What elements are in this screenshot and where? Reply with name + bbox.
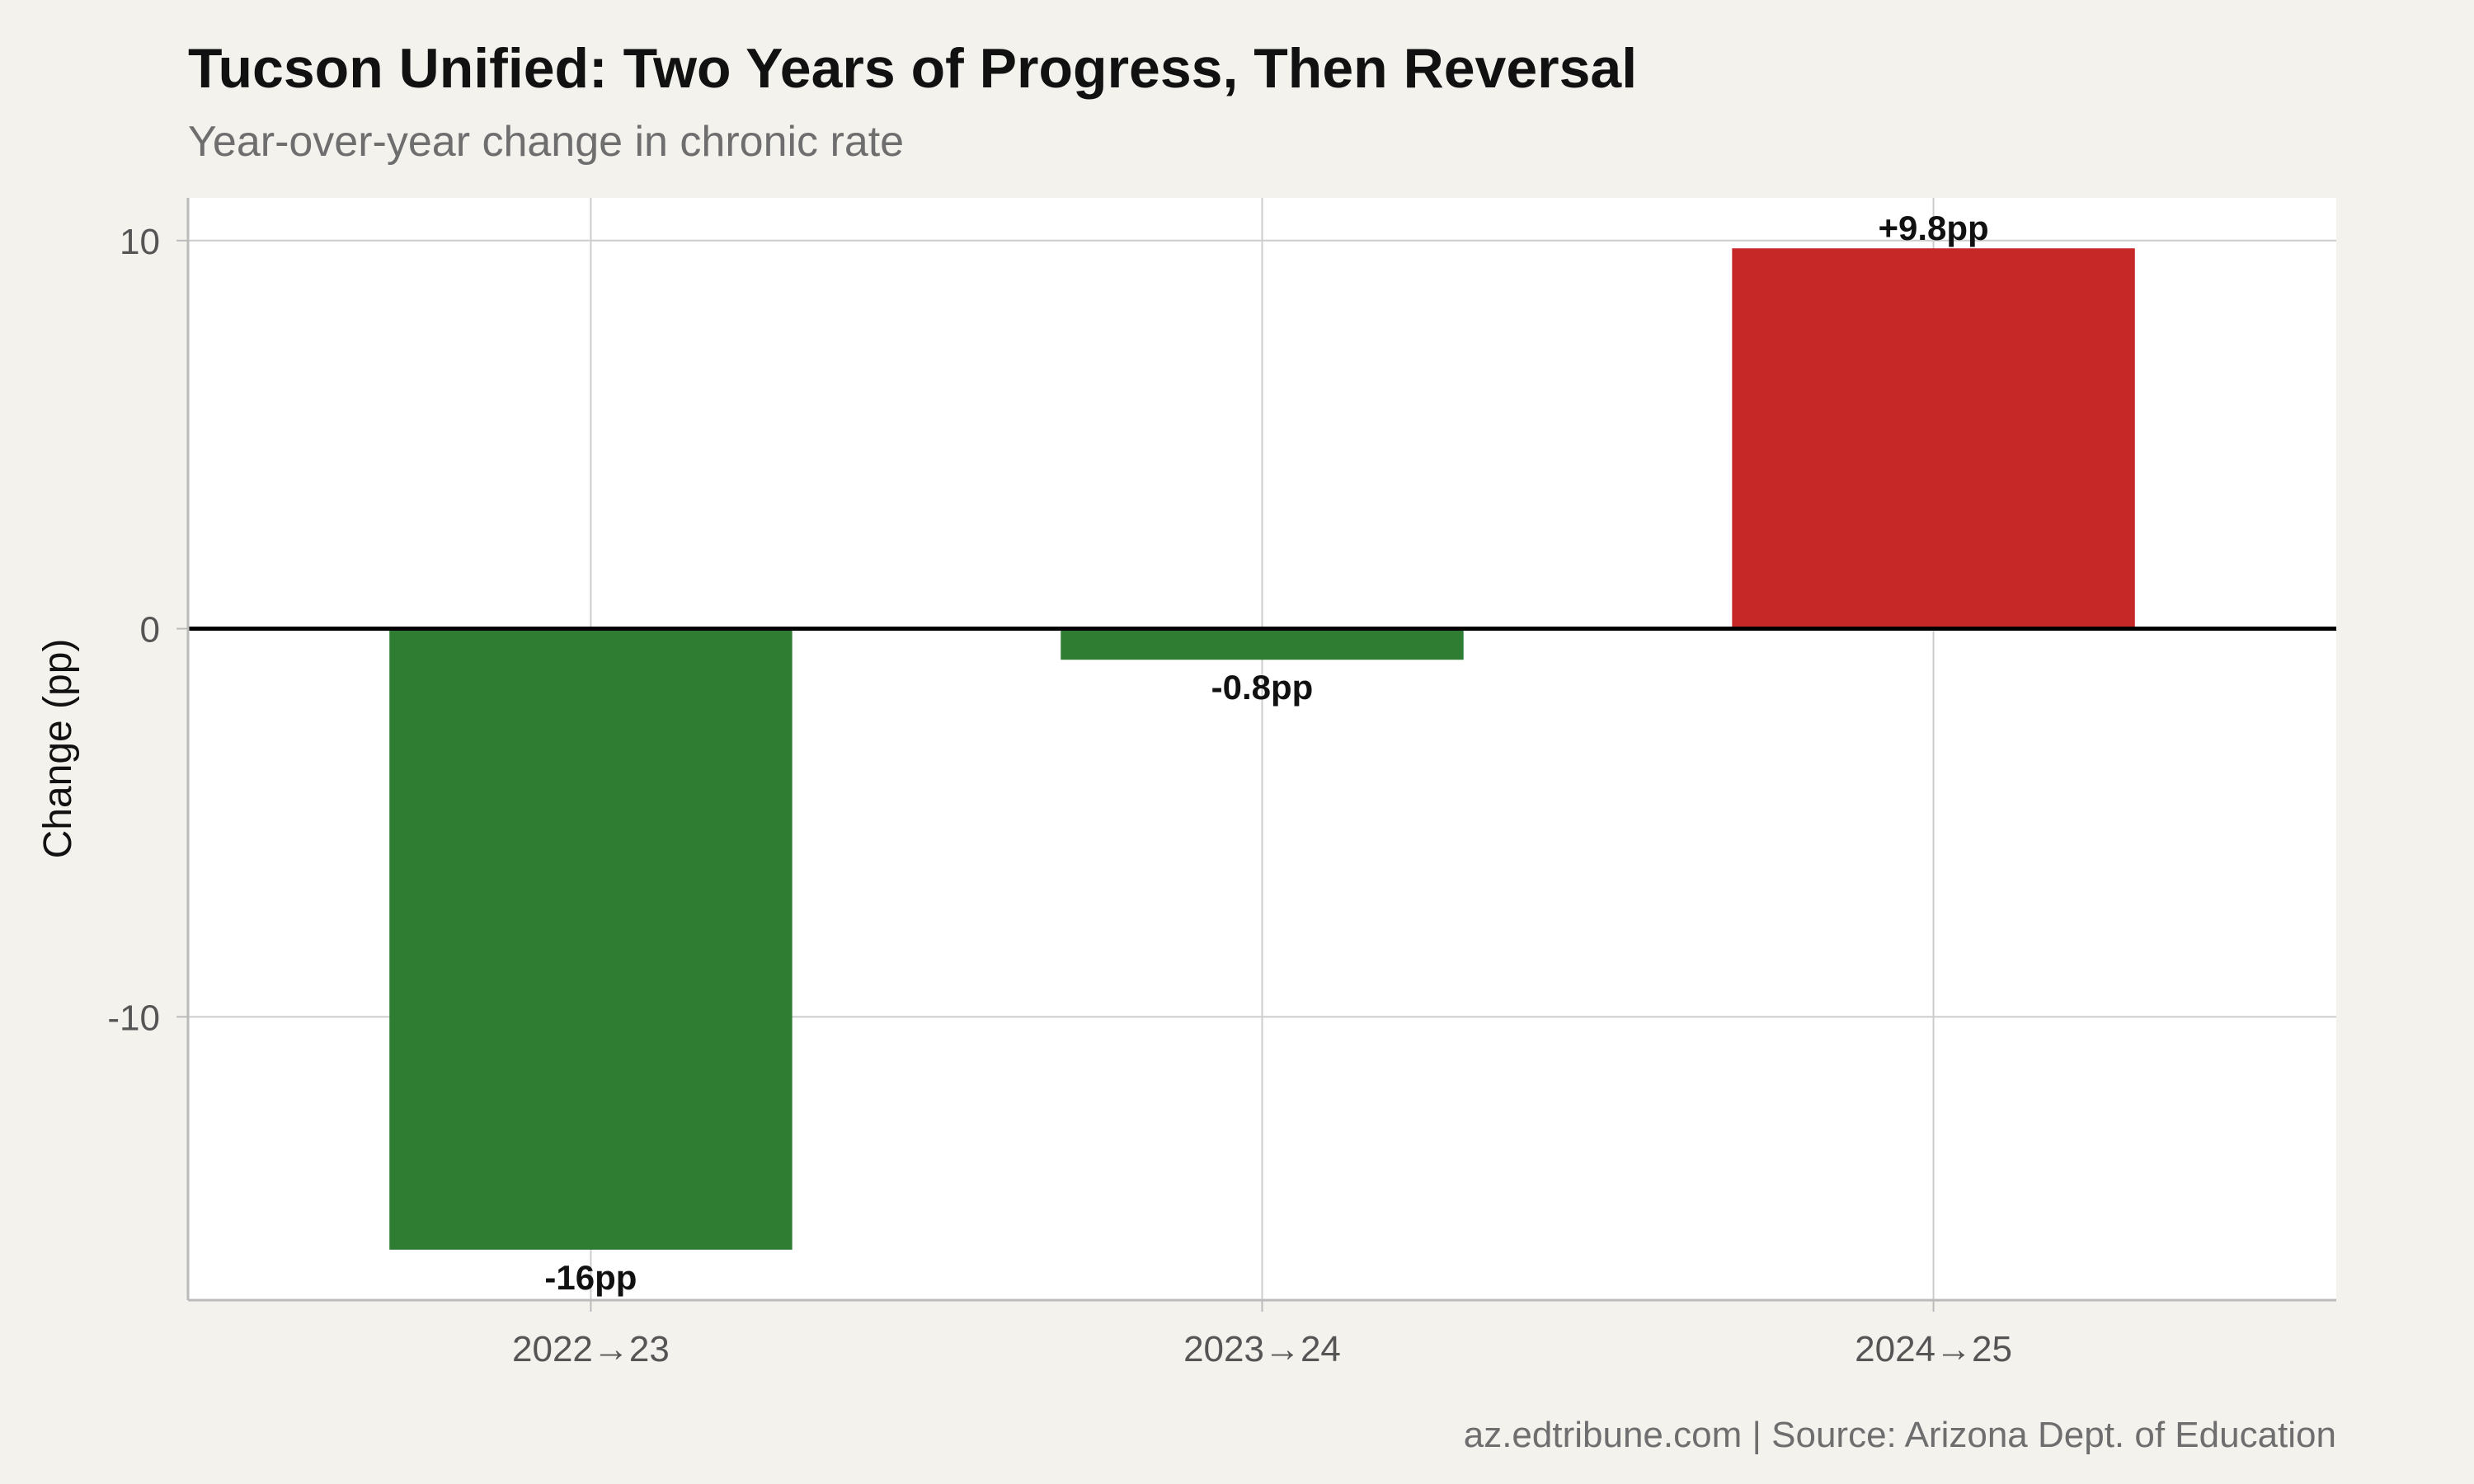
axes: 10 0 -10 2022→23 2023→24 2024→25 xyxy=(107,198,2336,1369)
bar xyxy=(1061,628,1464,660)
y-tick-label: 10 xyxy=(120,222,160,262)
y-tick-label: -10 xyxy=(107,998,160,1038)
y-axis-label: Change (pp) xyxy=(36,639,80,859)
y-tick-label: 0 xyxy=(140,610,160,650)
source-caption: az.edtribune.com | Source: Arizona Dept.… xyxy=(1463,1415,2336,1455)
x-tick-label: 2022→23 xyxy=(512,1329,670,1369)
bar xyxy=(1732,248,2135,629)
bar xyxy=(389,628,793,1250)
x-tick-label: 2023→24 xyxy=(1183,1329,1341,1369)
bars xyxy=(389,248,2135,1250)
bar-data-label: +9.8pp xyxy=(1878,209,1988,247)
bar-data-label: -16pp xyxy=(544,1258,637,1297)
chart-title: Tucson Unified: Two Years of Progress, T… xyxy=(188,37,1638,100)
bar-data-label: -0.8pp xyxy=(1211,668,1314,707)
data-labels: -16pp -0.8pp +9.8pp xyxy=(544,209,1988,1297)
x-tick-label: 2024→25 xyxy=(1855,1329,2012,1369)
chart-subtitle: Year-over-year change in chronic rate xyxy=(188,118,905,166)
